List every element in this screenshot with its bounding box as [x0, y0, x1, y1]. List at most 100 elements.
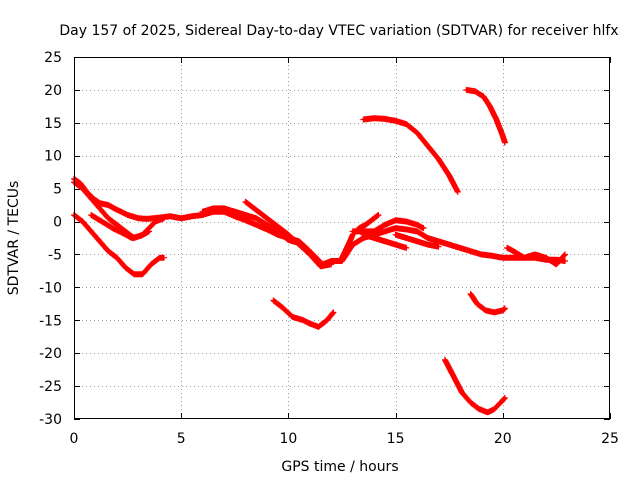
data-point [394, 233, 397, 236]
data-point [504, 397, 506, 399]
series-arc-12 [463, 86, 508, 146]
x-tick-label: 15 [387, 431, 405, 447]
data-point [384, 230, 386, 233]
data-point [309, 253, 311, 256]
data-point [347, 243, 350, 246]
data-point [523, 256, 525, 259]
series-arc-5 [199, 205, 300, 246]
data-point [384, 118, 386, 120]
data-point [362, 118, 365, 121]
data-point [373, 230, 376, 233]
data-point [534, 253, 536, 256]
data-point [405, 247, 408, 249]
data-point [180, 217, 182, 220]
data-point [405, 228, 408, 231]
data-point [377, 214, 380, 216]
data-point [555, 263, 558, 266]
x-tick-label: 0 [70, 431, 79, 447]
series-arc-11 [360, 115, 461, 195]
data-point [137, 217, 140, 220]
data-point [448, 174, 451, 177]
data-point [416, 230, 418, 233]
data-point [332, 311, 335, 314]
series-arc-8 [349, 217, 427, 235]
y-tick-label: 20 [44, 83, 62, 99]
grid-layer [74, 57, 610, 419]
data-point [341, 256, 343, 259]
data-point [480, 253, 483, 256]
data-point [261, 214, 264, 216]
data-point [394, 219, 397, 221]
data-point [469, 401, 472, 404]
data-point [266, 228, 268, 231]
data-point [422, 227, 425, 229]
series-arc-14 [467, 290, 508, 316]
data-point [482, 95, 485, 98]
data-point [98, 240, 101, 243]
data-point [452, 375, 455, 378]
data-point [484, 309, 487, 312]
data-point [81, 187, 84, 190]
data-point [244, 219, 247, 221]
data-point [330, 263, 333, 266]
data-point [90, 197, 92, 200]
data-point [493, 311, 496, 314]
data-point [272, 299, 275, 302]
chart-title: Day 157 of 2025, Sidereal Day-to-day VTE… [59, 23, 618, 39]
data-point [98, 207, 101, 210]
data-point [159, 256, 161, 259]
data-point [141, 273, 144, 276]
series-arc-16 [504, 244, 568, 268]
data-point [212, 207, 215, 210]
data-point [544, 256, 547, 259]
data-point [351, 230, 354, 233]
x-tick-label: 20 [494, 431, 512, 447]
data-point [116, 224, 118, 226]
y-tick-label: 10 [44, 149, 62, 165]
data-point [163, 217, 165, 220]
data-point [373, 117, 376, 119]
y-tick-label: -30 [39, 412, 62, 428]
data-point [139, 235, 142, 237]
data-point [90, 230, 92, 233]
data-point [502, 256, 504, 259]
data-point [287, 239, 290, 241]
data-point [394, 120, 397, 122]
data-point [133, 273, 135, 276]
data-point [298, 243, 300, 246]
data-point [362, 233, 365, 236]
y-tick-label: -5 [48, 247, 62, 263]
data-point [270, 220, 273, 223]
data-point [469, 293, 472, 295]
data-point [495, 118, 498, 121]
data-point [116, 208, 118, 211]
data-point [255, 224, 257, 226]
data-point [326, 319, 328, 322]
series-arc-10 [392, 231, 442, 250]
data-point [502, 309, 504, 312]
y-tick-label: -20 [39, 346, 62, 362]
data-point [405, 123, 408, 125]
series-arc-15 [441, 356, 508, 416]
data-point [302, 319, 305, 322]
series-arc-9 [360, 231, 410, 251]
data-point [478, 408, 481, 410]
data-point [506, 247, 508, 249]
y-tick-label: 5 [53, 182, 62, 198]
data-point [394, 243, 397, 246]
y-tick-label: 0 [53, 215, 62, 231]
data-point [107, 204, 110, 206]
data-point [469, 250, 472, 252]
data-point [504, 307, 506, 310]
data-point [281, 306, 283, 308]
series-arc-4 [88, 212, 152, 241]
x-axis-label: GPS time / hours [281, 459, 398, 475]
data-point [124, 266, 127, 269]
y-tick-label: -15 [39, 313, 62, 329]
data-point [416, 240, 418, 243]
data-point [148, 230, 150, 233]
data-point [416, 131, 418, 134]
data-point [437, 158, 440, 160]
data-point [266, 224, 268, 226]
